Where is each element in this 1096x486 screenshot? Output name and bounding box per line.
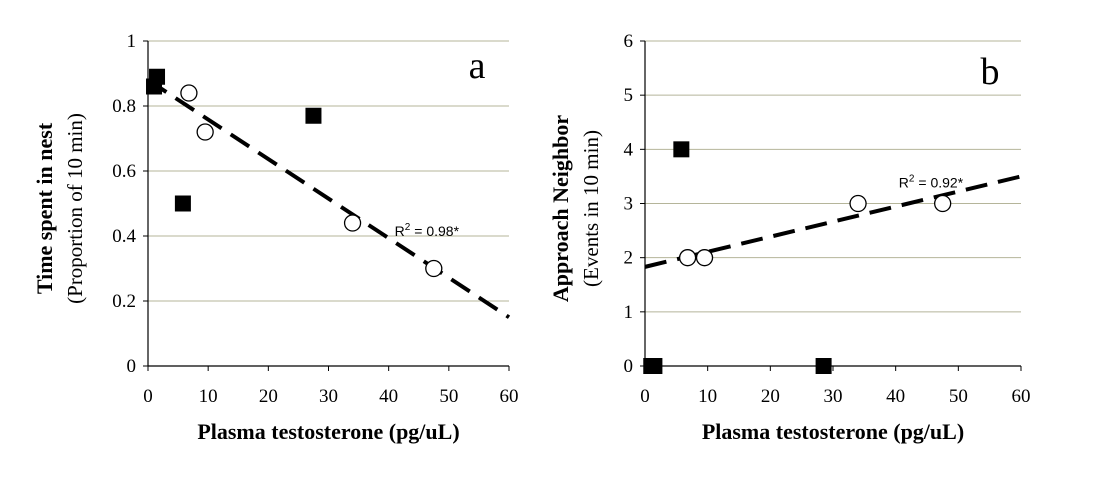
x-tick-label: 40 <box>886 386 905 407</box>
y-tick-label: 1 <box>127 31 137 52</box>
trend-line <box>146 78 511 319</box>
r-squared-annotation: R2 = 0.92* <box>899 173 964 190</box>
x-tick-label: 0 <box>143 386 153 407</box>
data-point-circle <box>695 249 714 267</box>
x-tick-label: 40 <box>379 386 398 407</box>
x-axis-label: Plasma testosterone (pg/uL) <box>702 419 964 444</box>
data-point-square <box>646 358 663 374</box>
data-point-circle <box>425 259 443 278</box>
y-tick-label: 6 <box>624 31 634 52</box>
y-tick-label: 0.4 <box>112 226 136 247</box>
data-point-circle <box>180 84 198 102</box>
x-tick-label: 50 <box>949 386 968 407</box>
y-tick-label: 1 <box>624 302 634 323</box>
data-point-square <box>305 107 322 124</box>
y-tick-label: 4 <box>624 139 634 160</box>
data-point-circle <box>934 194 952 213</box>
y-tick-label: 5 <box>624 85 634 106</box>
y-axis-label: Approach Neighbor <box>548 115 573 302</box>
y-axis-label: Time spent in nest <box>32 122 57 294</box>
y-tick-label: 0 <box>127 356 137 377</box>
panel-letter: b <box>981 51 1000 93</box>
panel-letter: a <box>469 45 486 87</box>
y-axis-sublabel: (Events in 10 min) <box>579 130 603 287</box>
data-point-circle <box>196 123 214 141</box>
y-axis-sublabel: (Proportion of 10 min) <box>63 113 87 304</box>
data-point-square <box>174 195 191 212</box>
x-tick-label: 20 <box>761 386 780 407</box>
x-tick-label: 50 <box>439 386 458 407</box>
data-point-circle <box>678 249 697 267</box>
data-point-circle <box>343 214 362 232</box>
data-point-square <box>815 358 832 374</box>
x-tick-label: 10 <box>199 386 218 407</box>
x-tick-label: 10 <box>698 386 717 407</box>
x-tick-label: 20 <box>259 386 278 407</box>
r-squared-annotation: R2 = 0.98* <box>395 222 460 239</box>
x-tick-label: 30 <box>319 386 338 407</box>
y-tick-label: 0 <box>624 356 634 377</box>
y-tick-label: 0.2 <box>112 291 136 312</box>
x-tick-label: 30 <box>824 386 843 407</box>
x-tick-label: 60 <box>1012 386 1031 407</box>
x-tick-label: 60 <box>500 386 519 407</box>
y-tick-label: 0.8 <box>112 96 136 117</box>
data-point-circle <box>849 194 867 213</box>
y-tick-label: 3 <box>624 194 634 215</box>
data-point-square <box>673 141 690 158</box>
data-point-square <box>149 68 166 85</box>
y-tick-label: 2 <box>624 248 634 269</box>
y-tick-label: 0.6 <box>112 161 136 182</box>
x-axis-label: Plasma testosterone (pg/uL) <box>197 419 459 444</box>
x-tick-label: 0 <box>640 386 650 407</box>
